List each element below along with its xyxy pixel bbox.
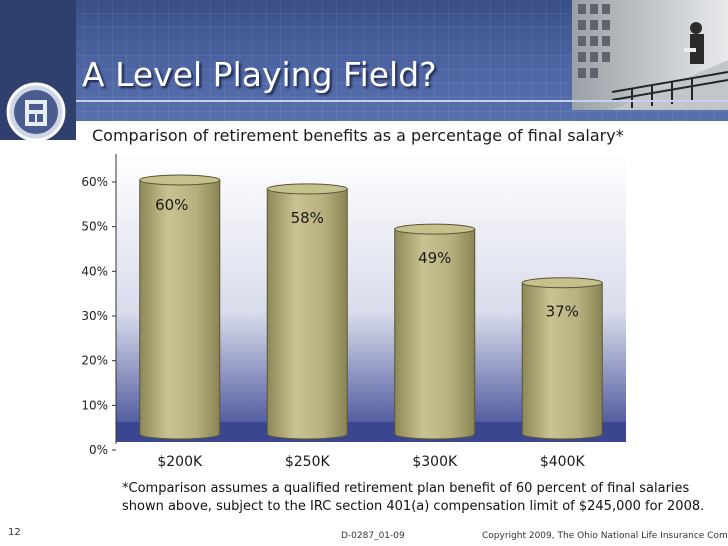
bar bbox=[139, 179, 221, 440]
x-tick-label: $300K bbox=[412, 454, 458, 470]
data-label: 49% bbox=[418, 249, 451, 267]
bar bbox=[266, 188, 348, 440]
bar bbox=[394, 228, 476, 440]
y-tick-label: 50% bbox=[81, 220, 108, 234]
y-tick-label: 20% bbox=[81, 354, 108, 368]
data-label: 58% bbox=[291, 209, 324, 227]
bar-top bbox=[394, 223, 476, 235]
bar-top bbox=[266, 183, 348, 195]
bar bbox=[521, 282, 603, 440]
data-label: 60% bbox=[155, 196, 188, 214]
data-label: 37% bbox=[546, 303, 579, 321]
footnote-line-1: *Comparison assumes a qualified retireme… bbox=[122, 481, 690, 496]
x-tick-label: $400K bbox=[540, 454, 586, 470]
footnote: *Comparison assumes a qualified retireme… bbox=[122, 480, 704, 516]
plot-floor bbox=[116, 422, 626, 442]
document-code: D-0287_01-09 bbox=[341, 531, 405, 541]
building-photo bbox=[572, 0, 728, 110]
x-tick-label: $250K bbox=[285, 454, 331, 470]
title-divider bbox=[76, 100, 728, 102]
y-tick-label: 0% bbox=[89, 443, 108, 457]
bar-top bbox=[139, 174, 221, 186]
bar-top bbox=[521, 277, 603, 289]
page-number: 12 bbox=[8, 527, 21, 538]
x-tick-label: $200K bbox=[157, 454, 203, 470]
y-tick-label: 10% bbox=[81, 398, 108, 412]
y-tick-label: 30% bbox=[81, 309, 108, 323]
subtitle-band bbox=[76, 121, 728, 143]
footnote-line-2: shown above, subject to the IRC section … bbox=[122, 499, 705, 514]
slide-title: A Level Playing Field? bbox=[82, 55, 437, 94]
y-tick-label: 60% bbox=[81, 175, 108, 189]
y-tick-label: 40% bbox=[81, 264, 108, 278]
company-logo bbox=[6, 82, 66, 142]
chart-subtitle: Comparison of retirement benefits as a p… bbox=[92, 126, 624, 145]
copyright-notice: Copyright 2009, The Ohio National Life I… bbox=[482, 531, 728, 541]
bar-chart: 0% 10% 20% 30% 40% 50% 60% 60% $200K 58% $250K 49% $… bbox=[81, 154, 626, 470]
